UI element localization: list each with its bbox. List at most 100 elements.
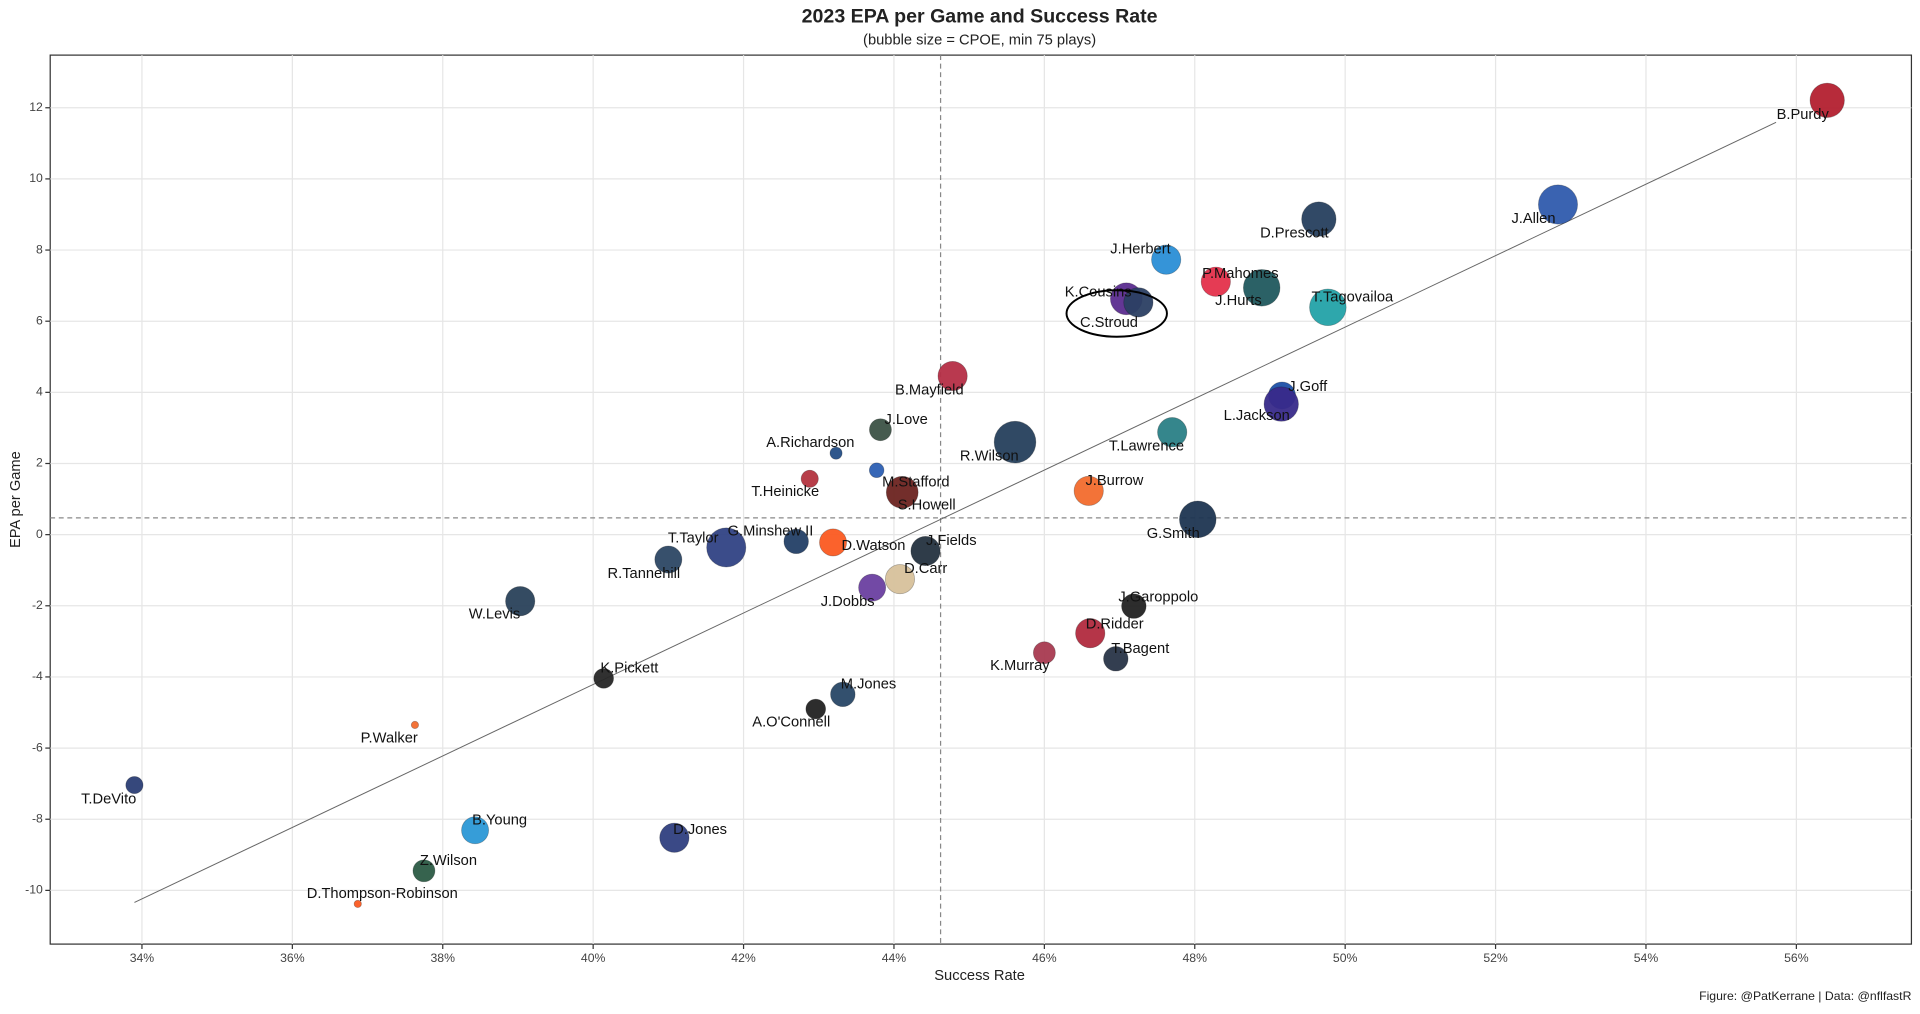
point-label: J.Fields (926, 533, 977, 549)
x-tick-label: 46% (1032, 951, 1057, 965)
point-label: D.Prescott (1260, 226, 1329, 242)
bubble (884, 564, 915, 595)
bubble (937, 360, 968, 392)
bubble (869, 418, 892, 442)
marks: B.Purdy J.Allen D.Prescott J.Herbert P.Mahom… (81, 82, 1845, 908)
bubble (654, 545, 683, 574)
bubble (706, 527, 747, 568)
bubble (819, 528, 847, 557)
point-label: C.Stroud (1080, 315, 1138, 331)
bubble (353, 899, 362, 908)
bubble (1121, 593, 1147, 619)
bubble (1179, 500, 1217, 539)
point-label: B.Young (472, 812, 527, 828)
x-tick-label: 50% (1333, 951, 1358, 965)
bubble (410, 720, 419, 730)
point-label: Z.Wilson (420, 853, 477, 869)
x-tick-label: 36% (280, 951, 305, 965)
x-tick-label: 40% (581, 951, 606, 965)
x-axis-title: Success Rate (934, 968, 1025, 984)
trend-line (134, 121, 1777, 903)
point-label: J.Love (884, 412, 927, 428)
point-label: A.Richardson (766, 435, 854, 451)
x-tick-label: 44% (882, 951, 907, 965)
bubble (993, 420, 1037, 464)
x-tick-label: 48% (1183, 951, 1208, 965)
bubble (1301, 201, 1337, 237)
point-label: S.Howell (898, 498, 956, 514)
point-label: T.Bagent (1111, 641, 1169, 657)
point-label: J.Dobbs (821, 594, 875, 610)
x-tick-label: 38% (431, 951, 456, 965)
point-label: T.Tagovailoa (1312, 289, 1394, 305)
y-tick-label: 6 (36, 313, 43, 327)
bubble (593, 668, 614, 689)
bubble (885, 476, 919, 509)
point-label: J.Garoppolo (1118, 589, 1198, 605)
y-tick-label: -4 (32, 669, 43, 683)
point-label: K.Pickett (600, 660, 658, 676)
bubble (805, 698, 826, 720)
bubble (830, 681, 856, 708)
point-label: B.Mayfield (895, 383, 964, 399)
y-tick-label: 4 (36, 385, 43, 399)
bubble (1103, 646, 1129, 672)
point-label: K.Murray (990, 658, 1050, 674)
point-label: A.O'Connell (752, 714, 830, 730)
point-label: J.Allen (1511, 211, 1555, 227)
bubble (1151, 244, 1182, 275)
bubble (783, 528, 809, 555)
point-label: R.Wilson (960, 449, 1019, 465)
x-tick-label: 52% (1483, 951, 1508, 965)
bubble (1073, 475, 1104, 506)
point-label: W.Levis (469, 607, 520, 623)
point-label: T.DeVito (81, 792, 136, 808)
point-label: B.Purdy (1777, 107, 1830, 123)
y-tick-label: 2 (36, 456, 43, 470)
bubble (858, 573, 887, 602)
point-label: G.Minshew II (728, 523, 814, 539)
point-label: T.Taylor (668, 531, 719, 547)
bubble (1200, 266, 1231, 297)
point-label: D.Watson (841, 538, 905, 554)
point-label: J.Hurts (1215, 293, 1262, 309)
y-tick-label: -10 (25, 883, 43, 897)
bubble (868, 462, 885, 478)
x-tick-label: 54% (1634, 951, 1659, 965)
point-label: G.Smith (1147, 526, 1200, 542)
point-label: M.Jones (841, 676, 897, 692)
point-label: D.Jones (673, 822, 727, 838)
point-label: T.Heinicke (751, 484, 819, 500)
point-label: P.Mahomes (1202, 266, 1278, 282)
point-label: L.Jackson (1224, 408, 1290, 424)
bubble (1263, 386, 1299, 422)
point-label: R.Tannehill (608, 566, 681, 582)
y-tick-label: 0 (36, 527, 43, 541)
y-tick-label: -6 (32, 740, 43, 754)
bubble (1157, 417, 1188, 448)
chart-title: 2023 EPA per Game and Success Rate (802, 5, 1158, 27)
point-label: P.Walker (361, 730, 418, 746)
bubble (1032, 641, 1056, 665)
bubble (1309, 288, 1347, 327)
bubble (800, 469, 819, 488)
bubble (659, 822, 690, 853)
plot-panel (49, 54, 1913, 945)
caption: Figure: @PatKerrane | Data: @nflfastR (1699, 989, 1911, 1003)
bubble (1809, 82, 1845, 118)
point-label: T.Lawrence (1109, 439, 1184, 455)
bubble (412, 859, 436, 883)
point-label: D.Carr (904, 561, 947, 577)
bubble (1075, 618, 1106, 649)
y-tick-label: 12 (29, 100, 43, 114)
y-tick-label: -8 (32, 811, 43, 825)
x-tick-label: 42% (731, 951, 756, 965)
bubble (829, 446, 843, 460)
bubble (505, 586, 536, 617)
bubble (461, 816, 489, 845)
point-label: D.Ridder (1086, 616, 1144, 632)
x-tick-label: 34% (130, 951, 155, 965)
bubble (1538, 184, 1578, 225)
x-tick-label: 56% (1784, 951, 1809, 965)
